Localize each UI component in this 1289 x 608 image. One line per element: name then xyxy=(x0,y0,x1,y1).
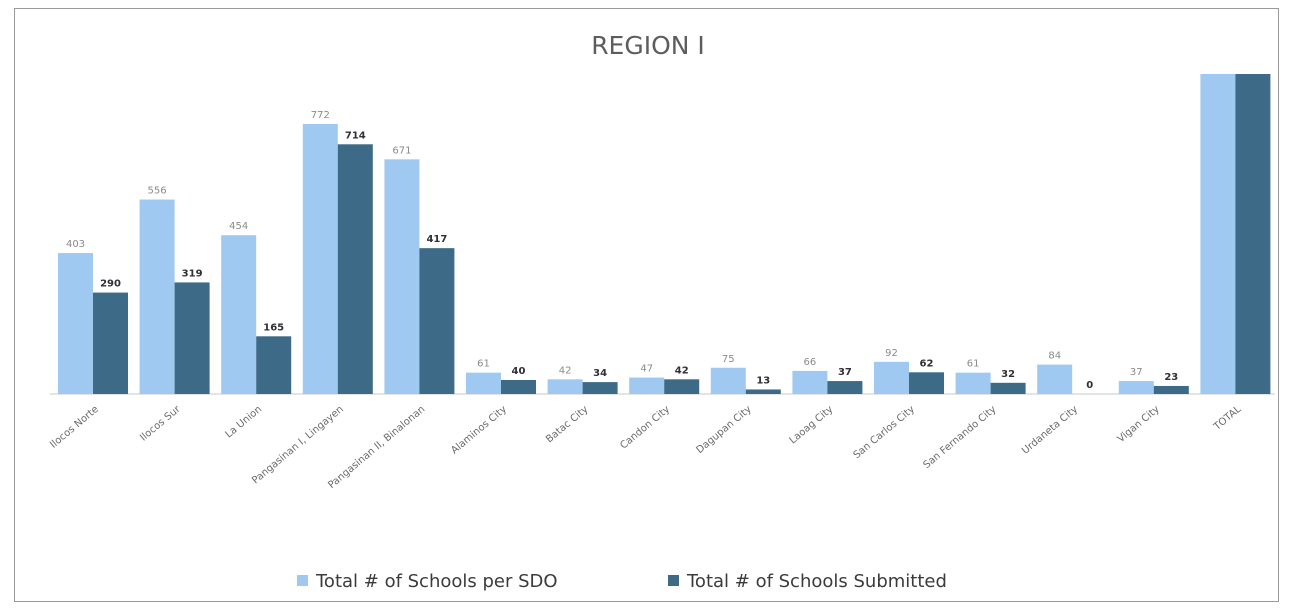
bar-submitted-pangasinan-ii-binalonan xyxy=(419,248,455,394)
category-label-batac-city: Batac City xyxy=(544,404,590,445)
bar-per-sdo-san-fernando-city xyxy=(955,372,991,394)
data-label-submitted-ilocos-sur: 319 xyxy=(182,268,203,279)
data-label-per-sdo-dagupan-city: 75 xyxy=(722,354,735,365)
data-label-per-sdo-alaminos-city: 61 xyxy=(477,359,490,370)
bar-submitted-la-union xyxy=(256,336,292,394)
bar-submitted-batac-city xyxy=(582,382,618,394)
data-label-per-sdo-san-fernando-city: 61 xyxy=(967,359,980,370)
data-label-per-sdo-urdaneta-city: 84 xyxy=(1048,351,1061,362)
data-label-submitted-dagupan-city: 13 xyxy=(756,375,770,386)
data-label-per-sdo-laoag-city: 66 xyxy=(804,357,817,368)
data-label-submitted-san-fernando-city: 32 xyxy=(1001,369,1015,380)
bar-submitted-alaminos-city xyxy=(501,380,536,394)
bar-per-sdo-candon-city xyxy=(629,377,665,394)
bar-submitted-pangasinan-i-lingayen xyxy=(337,144,373,394)
category-label-san-fernando-city: San Fernando City xyxy=(921,404,998,471)
legend: Total # of Schools per SDO Total # of Sc… xyxy=(297,571,947,592)
data-label-submitted-pangasinan-i-lingayen: 714 xyxy=(345,130,366,141)
data-label-submitted-vigan-city: 23 xyxy=(1164,372,1178,383)
data-label-submitted-batac-city: 34 xyxy=(593,368,607,379)
bar-submitted-ilocos-sur xyxy=(174,282,210,394)
data-label-per-sdo-pangasinan-ii-binalonan: 671 xyxy=(392,145,411,156)
bar-per-sdo-ilocos-norte xyxy=(58,253,93,394)
bar-submitted-vigan-city xyxy=(1153,385,1189,394)
bar-per-sdo-total xyxy=(1200,74,1236,394)
data-label-submitted-alaminos-city: 40 xyxy=(512,366,526,377)
category-label-urdaneta-city: Urdaneta City xyxy=(1020,404,1080,457)
data-label-per-sdo-pangasinan-i-lingayen: 772 xyxy=(311,110,330,121)
data-label-submitted-candon-city: 42 xyxy=(675,365,689,376)
bar-submitted-san-fernando-city xyxy=(990,382,1026,394)
data-label-submitted-san-carlos-city: 62 xyxy=(920,358,934,369)
bar-per-sdo-san-carlos-city xyxy=(874,361,909,394)
bar-per-sdo-dagupan-city xyxy=(710,367,746,394)
bar-per-sdo-laoag-city xyxy=(792,370,828,394)
bar-submitted-candon-city xyxy=(664,379,700,394)
category-label-candon-city: Candon City xyxy=(618,404,672,452)
legend-label-per-sdo: Total # of Schools per SDO xyxy=(315,571,558,592)
bar-per-sdo-alaminos-city xyxy=(466,372,501,394)
data-label-per-sdo-la-union: 454 xyxy=(229,221,248,232)
legend-label-submitted: Total # of Schools Submitted xyxy=(686,571,947,592)
bar-per-sdo-vigan-city xyxy=(1118,381,1154,394)
category-label-la-union: La Union xyxy=(224,404,265,441)
category-label-alaminos-city: Alaminos City xyxy=(449,404,509,457)
bar-per-sdo-urdaneta-city xyxy=(1037,364,1073,394)
data-label-per-sdo-batac-city: 42 xyxy=(559,365,572,376)
data-label-per-sdo-candon-city: 47 xyxy=(640,364,653,375)
legend-swatch-per-sdo xyxy=(297,575,308,586)
data-label-submitted-urdaneta-city: 0 xyxy=(1086,380,1093,391)
bar-submitted-dagupan-city xyxy=(745,389,781,394)
bar-per-sdo-ilocos-sur xyxy=(139,199,175,394)
data-label-per-sdo-ilocos-norte: 403 xyxy=(66,239,85,250)
data-label-submitted-laoag-city: 37 xyxy=(838,367,852,378)
chart-title: REGION I xyxy=(591,31,705,60)
data-label-per-sdo-san-carlos-city: 92 xyxy=(885,348,898,359)
category-label-laoag-city: Laoag City xyxy=(788,404,836,447)
bar-submitted-san-carlos-city xyxy=(909,372,944,394)
bar-submitted-ilocos-norte xyxy=(93,292,128,394)
data-label-per-sdo-ilocos-sur: 556 xyxy=(148,186,167,197)
category-label-pangasinan-ii-binalonan: Pangasinan II, Binalonan xyxy=(326,404,427,491)
data-label-per-sdo-vigan-city: 37 xyxy=(1130,367,1143,378)
category-label-dagupan-city: Dagupan City xyxy=(694,404,753,456)
bar-per-sdo-pangasinan-ii-binalonan xyxy=(384,159,420,394)
category-label-ilocos-norte: Ilocos Norte xyxy=(48,404,101,451)
bar-submitted-total xyxy=(1235,74,1271,394)
bar-per-sdo-batac-city xyxy=(547,379,583,394)
category-label-total: TOTAL xyxy=(1211,404,1243,434)
legend-swatch-submitted xyxy=(668,575,679,586)
category-label-pangasinan-i-lingayen: Pangasinan I, Lingayen xyxy=(250,404,345,487)
data-label-submitted-ilocos-norte: 290 xyxy=(100,279,121,290)
data-label-submitted-la-union: 165 xyxy=(263,322,284,333)
data-label-submitted-pangasinan-ii-binalonan: 417 xyxy=(426,234,447,245)
category-label-ilocos-sur: Ilocos Sur xyxy=(138,403,183,443)
category-label-vigan-city: Vigan City xyxy=(1116,404,1162,445)
category-label-san-carlos-city: San Carlos City xyxy=(852,404,917,461)
bar-per-sdo-la-union xyxy=(221,235,257,394)
bar-per-sdo-pangasinan-i-lingayen xyxy=(302,124,338,394)
bar-submitted-laoag-city xyxy=(827,381,863,394)
